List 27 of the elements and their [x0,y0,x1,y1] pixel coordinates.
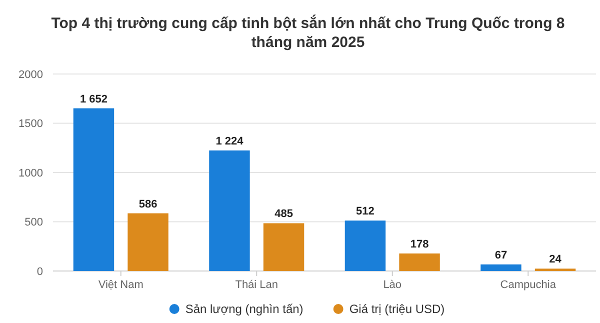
chart-title: Top 4 thị trường cung cấp tinh bột sắn lớn nhất cho Trung Quốc trong 8 tháng năm 2025 [51,14,565,51]
x-tick-label: Campuchia [500,279,557,291]
data-label: 1 224 [216,135,244,148]
bar [73,108,114,271]
data-label: 512 [356,206,374,218]
y-tick-label: 0 [36,266,43,278]
data-label: 1 652 [80,93,108,106]
data-label: 485 [274,208,293,220]
bar [209,150,250,271]
bar [344,220,386,271]
y-tick-label: 500 [24,216,43,229]
bar [399,253,440,271]
y-tick-label: 2000 [18,68,43,81]
bar [480,264,522,271]
y-tick-label: 1500 [18,118,43,130]
bar [263,223,304,271]
bar [128,213,168,271]
x-tick-label: Thái Lan [235,279,278,291]
legend-label: Sản lượng (nghìn tấn) [185,302,304,316]
data-label: 24 [549,254,562,266]
y-tick-label: 1000 [18,167,43,180]
data-label: 586 [138,198,158,210]
x-tick-label: Việt Nam [98,279,144,291]
data-label: 67 [494,249,508,262]
x-tick-label: Lào [383,279,402,291]
data-label: 178 [410,238,429,250]
legend-label: Giá trị (triệu USD) [349,302,445,316]
